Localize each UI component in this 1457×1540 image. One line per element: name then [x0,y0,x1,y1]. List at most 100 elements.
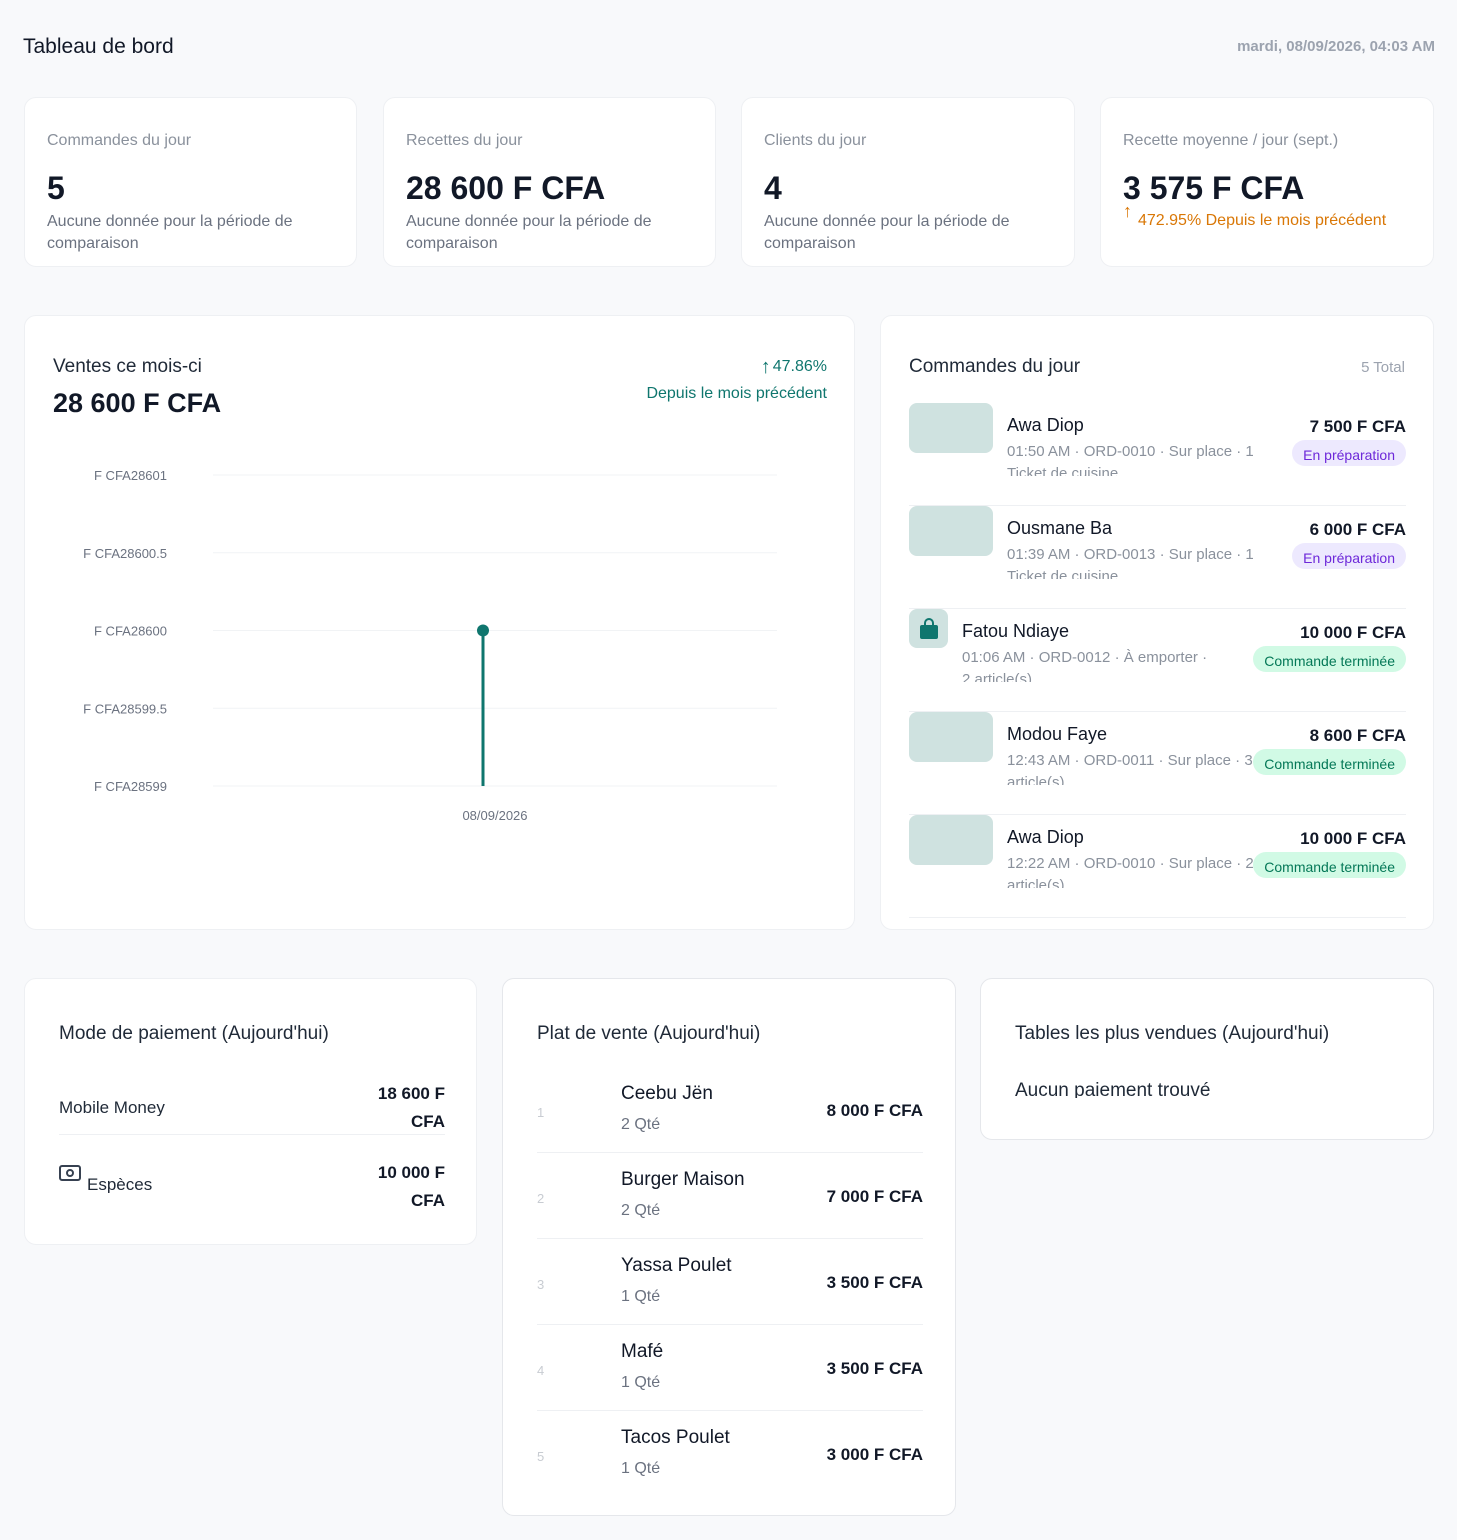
payment-label: Mobile Money [59,1098,165,1116]
shopping-bag-icon [909,609,948,648]
dish-quantity: 1 Qté [621,1460,661,1477]
stat-card-orders: Commandes du jour 5 Aucune donnée pour l… [24,97,357,267]
order-row[interactable]: Ousmane Ba 01:39 AM · ORD-0013 · Sur plac… [909,506,1406,609]
payment-methods-card: Mode de paiement (Aujourd'hui) Mobile Mo… [24,978,477,1245]
order-row[interactable]: Modou Faye 12:43 AM · ORD-0011 · Sur plac… [909,712,1406,815]
dish-quantity: 2 Qté [621,1116,661,1133]
order-row[interactable]: Fatou Ndiaye 01:06 AM · ORD-0012 · À empo… [909,609,1406,712]
arrow-up-icon: ↑ [760,356,771,378]
order-customer-name: Ousmane Ba [1007,518,1113,538]
stat-card-revenue: Recettes du jour 28 600 F CFA Aucune don… [383,97,716,267]
payment-row: Espèces 10 000 F CFA [59,1159,445,1210]
payment-label: Espèces [87,1175,153,1193]
stat-card-clients: Clients du jour 4 Aucune donnée pour la … [741,97,1075,267]
order-meta: 01:39 AM · ORD-0013 · Sur place · 1 Tick… [1007,546,1254,579]
stat-trend-text: 472.95% Depuis le mois précédent [1138,212,1387,229]
sales-value: 28 600 F CFA [53,388,222,418]
dish-name: Mafé [621,1341,664,1362]
order-amount: 7 500 F CFA [1309,417,1406,436]
order-amount: 10 000 F CFA [1300,623,1406,642]
x-tick-label: 08/09/2026 [462,808,527,823]
sales-trend-caption: Depuis le mois précédent [646,385,827,402]
order-customer-name: Fatou Ndiaye [962,621,1070,641]
dish-quantity: 1 Qté [621,1288,661,1305]
dish-quantity: 2 Qté [621,1202,661,1219]
dish-name: Tacos Poulet [621,1427,730,1448]
y-tick-label: F CFA28601 [94,468,167,483]
order-row[interactable]: Awa Diop 12:22 AM · ORD-0010 · Sur place … [909,815,1406,918]
top-dishes-card: Plat de vente (Aujourd'hui) 1 Ceebu Jën 2 … [502,978,956,1516]
payment-row: Mobile Money 18 600 F CFA [59,1080,445,1135]
top-tables-card: Tables les plus vendues (Aujourd'hui) Au… [980,978,1434,1140]
stat-label: Clients du jour [764,132,867,149]
order-meta: 12:22 AM · ORD-0010 · Sur place · 2 arti… [1007,855,1254,888]
stat-comparison: Aucune donnée pour la période de compara… [764,213,1010,252]
order-thumbnail [909,815,993,865]
order-amount: 10 000 F CFA [1300,829,1406,848]
stat-label: Commandes du jour [47,132,192,149]
order-thumbnail [909,403,993,453]
order-thumbnail [909,506,993,556]
top-dishes-title: Plat de vente (Aujourd'hui) [537,1023,761,1044]
stat-comparison: Aucune donnée pour la période de compara… [406,213,652,252]
payment-methods-title: Mode de paiement (Aujourd'hui) [59,1023,329,1044]
order-row[interactable]: Awa Diop 01:50 AM · ORD-0010 · Sur place … [909,403,1406,506]
arrow-up-icon: ↑ [1123,201,1132,221]
dish-row: 4 Mafé 1 Qté 3 500 F CFA [537,1325,923,1411]
orders-card: Commandes du jour 5 Total Awa Diop 01:50 … [880,315,1434,930]
sales-trend-percent: 47.86% [772,358,827,375]
order-status-badge: Commande terminée [1253,646,1406,672]
stat-trend: ↑ 472.95% Depuis le mois précédent [1123,201,1387,230]
payment-amount: 18 600 F CFA [377,1084,445,1131]
page-title: Tableau de bord [23,35,174,58]
dish-name: Ceebu Jën [621,1083,713,1104]
dish-rank: 5 [537,1449,545,1464]
order-customer-name: Modou Faye [1007,724,1108,744]
current-datetime: mardi, 08/09/2026, 04:03 AM [1237,38,1435,55]
order-customer-name: Awa Diop [1007,827,1084,847]
sales-line-chart: F CFA28601 F CFA28600.5 F CFA28600 F CFA285… [83,468,777,823]
order-thumbnail [909,712,993,762]
dish-row: 1 Ceebu Jën 2 Qté 8 000 F CFA [537,1067,923,1153]
cash-icon [59,1165,81,1181]
sales-title: Ventes ce mois-ci [53,356,202,377]
y-tick-label: F CFA28600 [94,624,167,639]
top-tables-title: Tables les plus vendues (Aujourd'hui) [1015,1023,1330,1044]
order-status-badge: En préparation [1292,440,1406,466]
order-meta: 12:43 AM · ORD-0011 · Sur place · 3 arti… [1007,752,1253,785]
orders-title: Commandes du jour [909,356,1081,377]
order-amount: 8 600 F CFA [1309,726,1406,745]
dish-rank: 1 [537,1105,545,1120]
stat-value: 5 [47,170,65,206]
dish-amount: 7 000 F CFA [826,1187,923,1206]
stat-value: 4 [764,170,782,206]
dish-rank: 3 [537,1277,545,1292]
dish-amount: 8 000 F CFA [826,1101,923,1120]
dish-rank: 2 [537,1191,545,1206]
order-status-badge: Commande terminée [1253,749,1406,775]
order-status-badge: Commande terminée [1253,852,1406,878]
stat-comparison: Aucune donnée pour la période de compara… [47,213,293,252]
order-status-badge: En préparation [1292,543,1406,569]
y-tick-label: F CFA28600.5 [83,546,167,561]
y-tick-label: F CFA28599 [94,779,167,794]
dish-row: 2 Burger Maison 2 Qté 7 000 F CFA [537,1153,923,1239]
dish-name: Yassa Poulet [621,1255,732,1276]
data-point [477,624,489,637]
order-meta: 01:50 AM · ORD-0010 · Sur place · 1 Tick… [1007,443,1254,476]
empty-state-message: Aucun paiement trouvé [1015,1080,1211,1098]
sales-chart-card: Ventes ce mois-ci 28 600 F CFA ↑ 47.86% D… [24,315,855,930]
stat-card-average-revenue: Recette moyenne / jour (sept.) 3 575 F C… [1100,97,1434,267]
stat-value: 3 575 F CFA [1123,170,1305,206]
payment-amount: 10 000 F CFA [377,1163,445,1210]
orders-total: 5 Total [1361,359,1405,376]
dish-amount: 3 500 F CFA [826,1359,923,1378]
stat-label: Recettes du jour [406,132,523,149]
order-customer-name: Awa Diop [1007,415,1084,435]
dish-amount: 3 000 F CFA [826,1445,923,1464]
sales-trend: ↑ 47.86% Depuis le mois précédent [646,356,827,403]
dish-rank: 4 [537,1363,545,1378]
order-meta: 01:06 AM · ORD-0012 · À emporter · 2 art… [962,649,1208,682]
dish-row: 5 Tacos Poulet 1 Qté 3 000 F CFA [537,1411,923,1497]
dish-quantity: 1 Qté [621,1374,661,1391]
